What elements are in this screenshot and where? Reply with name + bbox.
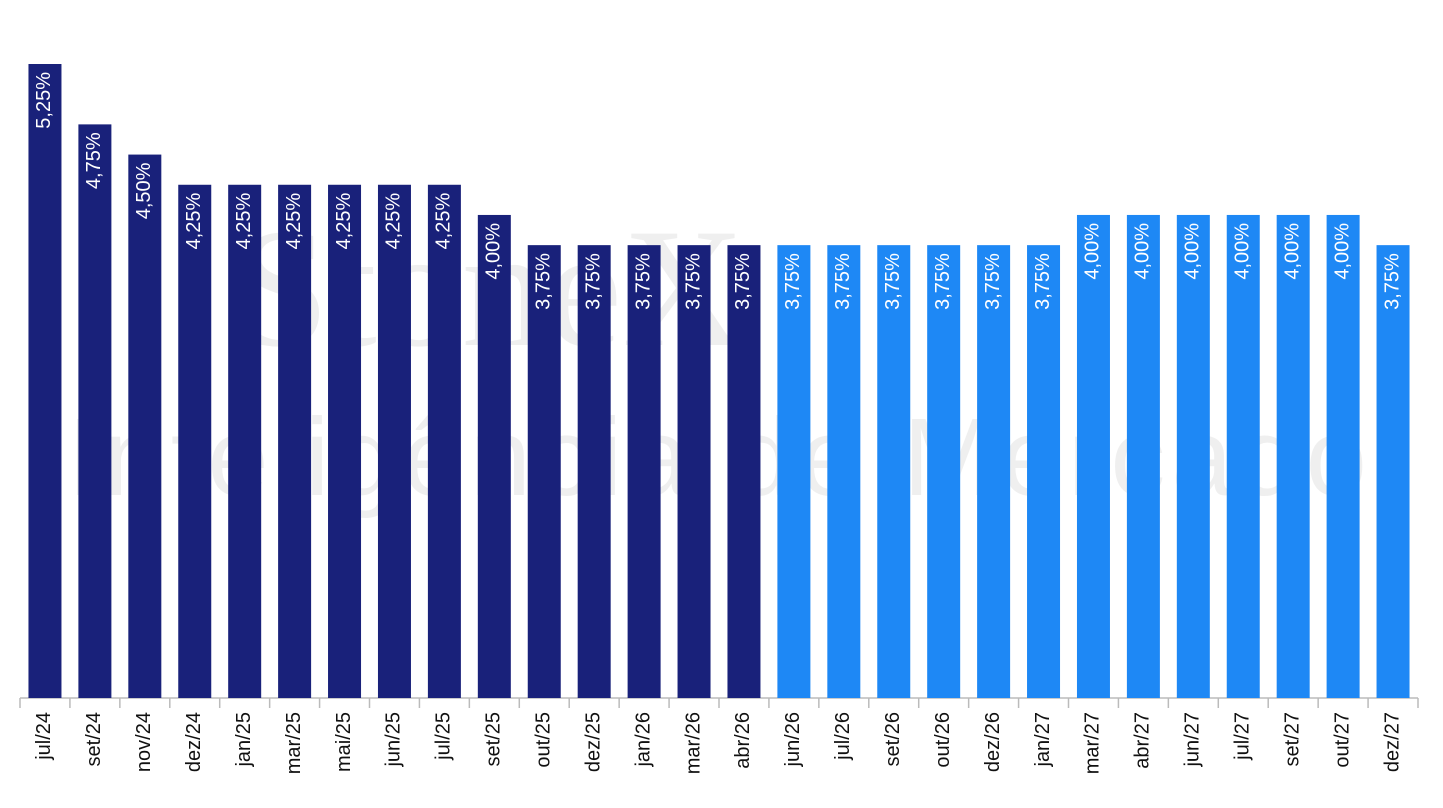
value-label: 4,00%: [1331, 223, 1353, 280]
bar: [427, 184, 461, 698]
value-label: 4,25%: [233, 193, 255, 250]
bar: [1326, 214, 1360, 698]
value-label: 3,75%: [1032, 253, 1054, 310]
bar: [1376, 245, 1410, 698]
x-tick-label: mar/25: [283, 712, 305, 774]
value-label: 3,75%: [582, 253, 604, 310]
x-tick-label: jan/27: [1032, 712, 1054, 768]
x-tick-label: jul/27: [1232, 712, 1254, 761]
bar: [78, 124, 112, 698]
value-label: 4,25%: [283, 193, 305, 250]
bar: [128, 154, 162, 699]
value-label: 4,00%: [1132, 223, 1154, 280]
bar: [527, 245, 561, 698]
value-label: 4,50%: [133, 162, 155, 219]
bar: [1027, 245, 1061, 698]
value-label: 3,75%: [682, 253, 704, 310]
bar: [677, 245, 711, 698]
value-label: 4,25%: [383, 193, 405, 250]
x-tick-label: dez/27: [1381, 712, 1403, 772]
x-tick-label: jul/25: [433, 712, 455, 761]
x-tick-label: jun/25: [383, 712, 405, 768]
bar: [278, 184, 312, 698]
bar: [328, 184, 362, 698]
value-label: 3,75%: [732, 253, 754, 310]
x-tick-label: set/27: [1281, 712, 1303, 766]
x-tick-label: jun/26: [782, 712, 804, 768]
x-tick-label: mar/26: [682, 712, 704, 774]
value-label: 4,25%: [333, 193, 355, 250]
value-label: 4,25%: [433, 193, 455, 250]
value-label: 4,00%: [1232, 223, 1254, 280]
value-label: 4,25%: [183, 193, 205, 250]
x-tick-label: jul/24: [33, 712, 55, 761]
bar: [178, 184, 212, 698]
value-label: 3,75%: [782, 253, 804, 310]
value-label: 3,75%: [982, 253, 1004, 310]
bar: [228, 184, 262, 698]
bar: [877, 245, 911, 698]
x-tick-label: mai/25: [333, 712, 355, 772]
value-label: 3,75%: [632, 253, 654, 310]
value-label: 4,00%: [1182, 223, 1204, 280]
x-tick-label: dez/24: [183, 712, 205, 772]
x-tick-label: out/27: [1331, 712, 1353, 768]
value-label: 4,75%: [83, 132, 105, 189]
bar: [827, 245, 861, 698]
value-label: 3,75%: [832, 253, 854, 310]
x-tick-label: abr/26: [732, 712, 754, 769]
x-tick-label: mar/27: [1082, 712, 1104, 774]
x-tick-label: jan/26: [632, 712, 654, 768]
x-tick-label: set/24: [83, 712, 105, 766]
bar: [1226, 214, 1260, 698]
value-label: 5,25%: [33, 72, 55, 129]
x-tick-label: nov/24: [133, 712, 155, 772]
x-tick-label: dez/26: [982, 712, 1004, 772]
bar: [377, 184, 411, 698]
bar: [28, 64, 62, 698]
bar: [977, 245, 1011, 698]
bar: [727, 245, 761, 698]
value-label: 3,75%: [1381, 253, 1403, 310]
value-label: 3,75%: [533, 253, 555, 310]
value-label: 3,75%: [932, 253, 954, 310]
bar: [1276, 214, 1310, 698]
bar: [577, 245, 611, 698]
x-tick-label: abr/27: [1132, 712, 1154, 769]
x-tick-label: jul/26: [832, 712, 854, 761]
bar: [927, 245, 961, 698]
x-tick-label: jan/25: [233, 712, 255, 768]
value-label: 4,00%: [483, 223, 505, 280]
bar: [1176, 214, 1210, 698]
value-label: 4,00%: [1281, 223, 1303, 280]
x-tick-label: set/26: [882, 712, 904, 766]
x-tick-label: jun/27: [1182, 712, 1204, 768]
x-tick-label: out/25: [533, 712, 555, 768]
x-tick-label: set/25: [483, 712, 505, 766]
bar: [477, 214, 511, 698]
value-label: 4,00%: [1082, 223, 1104, 280]
bar: [777, 245, 811, 698]
value-label: 3,75%: [882, 253, 904, 310]
bar: [1126, 214, 1160, 698]
bar: [1076, 214, 1110, 698]
bar: [627, 245, 661, 698]
x-tick-label: dez/25: [582, 712, 604, 772]
x-tick-label: out/26: [932, 712, 954, 768]
